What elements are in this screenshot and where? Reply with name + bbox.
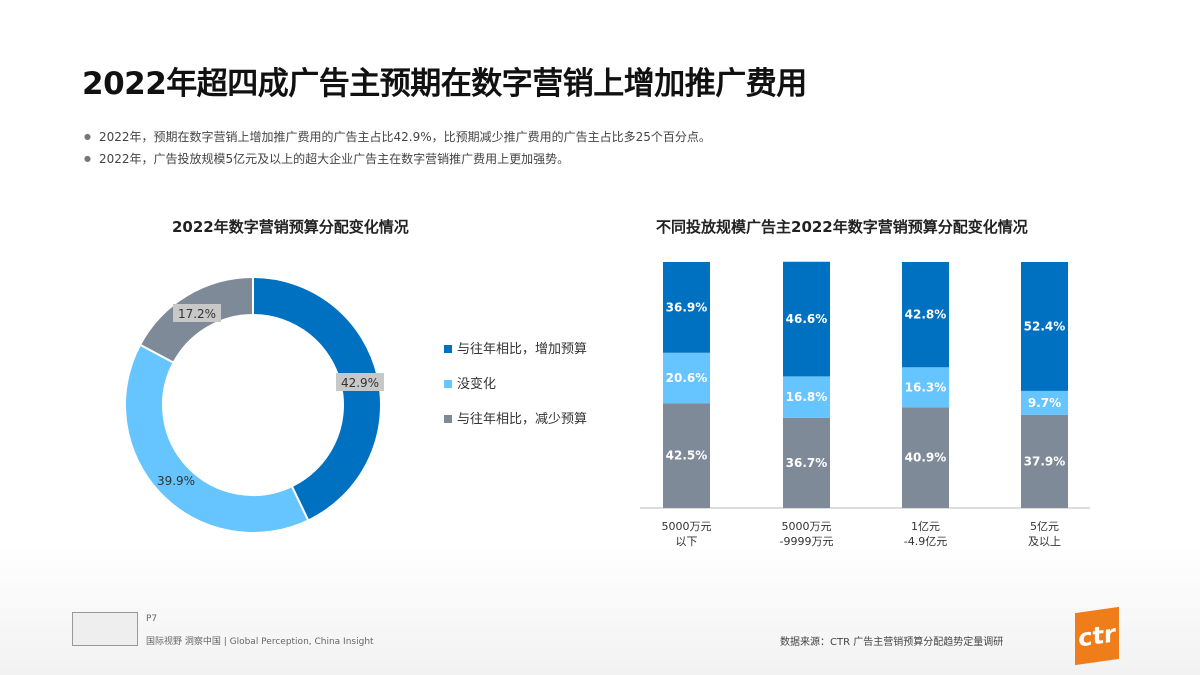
x-tick-label: 5亿元 (1030, 520, 1059, 533)
bar-segment (663, 262, 710, 353)
certification-logo (72, 612, 138, 646)
donut-title: 2022年数字营销预算分配变化情况 (172, 218, 409, 236)
x-tick-label: 5000万元 (782, 520, 832, 533)
bar-segment (902, 407, 949, 508)
bar-segment (783, 261, 830, 377)
bar-label: 52.4% (1024, 319, 1066, 333)
bar-label: 16.8% (786, 390, 828, 404)
x-tick-label: 及以上 (1028, 535, 1061, 548)
legend-item: 没变化 (444, 373, 496, 392)
label-background (336, 373, 384, 391)
bullet-2: 2022年，广告投放规模5亿元及以上的超大企业广告主在数字营销推广费用上更加强势… (84, 150, 569, 167)
donut-label: 39.9% (157, 474, 195, 488)
data-source: 数据来源：CTR 广告主营销预算分配趋势定量调研 (780, 637, 1004, 648)
page-number: P7 (146, 614, 158, 624)
x-tick-label: -4.9亿元 (904, 535, 947, 548)
bar-label: 16.3% (905, 380, 947, 394)
legend-item: 与往年相比，减少预算 (444, 408, 587, 427)
bullet-1: 2022年，预期在数字营销上增加推广费用的广告主占比42.9%，比预期减少推广费… (84, 128, 711, 145)
bar-label: 42.8% (905, 308, 947, 322)
bar-label: 9.7% (1028, 396, 1061, 410)
bar-label: 36.7% (786, 456, 828, 470)
bar-segment (902, 367, 949, 408)
bar-segment (663, 352, 710, 404)
bar-segment (902, 262, 949, 368)
bar-label: 20.6% (666, 371, 708, 385)
bar-segment (663, 403, 710, 508)
bar-segment (1021, 390, 1068, 415)
label-background (173, 304, 221, 322)
x-tick-label: -9999万元 (780, 535, 834, 548)
bar-segment (783, 417, 830, 508)
bar-label: 37.9% (1024, 454, 1066, 468)
bar-segment (783, 376, 830, 418)
legend-item: 与往年相比，增加预算 (444, 338, 587, 357)
donut-slice (252, 275, 382, 522)
donut-label: 42.9% (341, 376, 379, 390)
bar-title: 不同投放规模广告主2022年数字营销预算分配变化情况 (656, 218, 1028, 236)
bar-label: 42.5% (666, 449, 708, 463)
bar-segment (1021, 262, 1068, 391)
donut-label: 17.2% (178, 307, 216, 321)
donut-slice (124, 343, 310, 534)
bar-segment (1021, 414, 1068, 508)
x-tick-label: 以下 (676, 535, 698, 548)
page-title: 2022年超四成广告主预期在数字营销上增加推广费用 (82, 66, 807, 102)
slogan: 国际视野 洞察中国 | Global Perception, China Ins… (146, 637, 374, 647)
x-tick-label: 1亿元 (911, 520, 940, 533)
footer-background (0, 545, 1200, 675)
bar-label: 40.9% (905, 451, 947, 465)
x-tick-label: 5000万元 (662, 520, 712, 533)
ctr-logo: ctr (1075, 606, 1119, 666)
bar-label: 46.6% (786, 312, 828, 326)
bar-label: 36.9% (666, 300, 708, 314)
